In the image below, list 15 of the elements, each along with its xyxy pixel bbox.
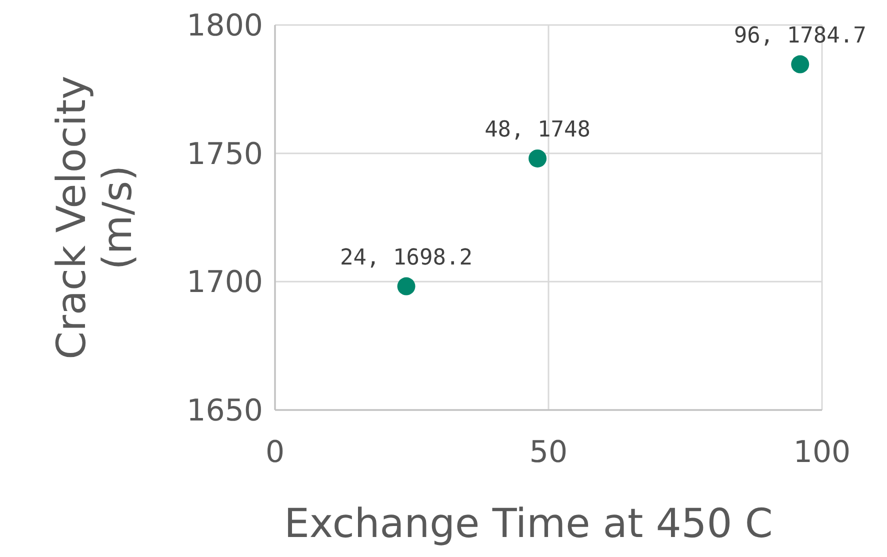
x-tick-label: 50	[529, 435, 568, 470]
data-label: 24, 1698.2	[340, 245, 473, 270]
y-tick-label: 1750	[186, 136, 263, 172]
point	[791, 55, 810, 74]
x-tick-label: 100	[793, 435, 851, 470]
x-tick-label: 0	[265, 435, 285, 470]
y-axis-title: Crack Velocity (m/s)	[49, 76, 141, 360]
data-label: 48, 1748	[484, 117, 591, 142]
data-label: 96, 1784.7	[734, 23, 866, 48]
y-tick-label: 1800	[186, 8, 263, 44]
point	[397, 277, 416, 296]
point	[528, 149, 547, 168]
y-tick-label: 1700	[186, 265, 263, 300]
y-tick-label: 1650	[186, 394, 263, 428]
x-axis-title: Exchange Time at 450 C	[284, 501, 773, 547]
